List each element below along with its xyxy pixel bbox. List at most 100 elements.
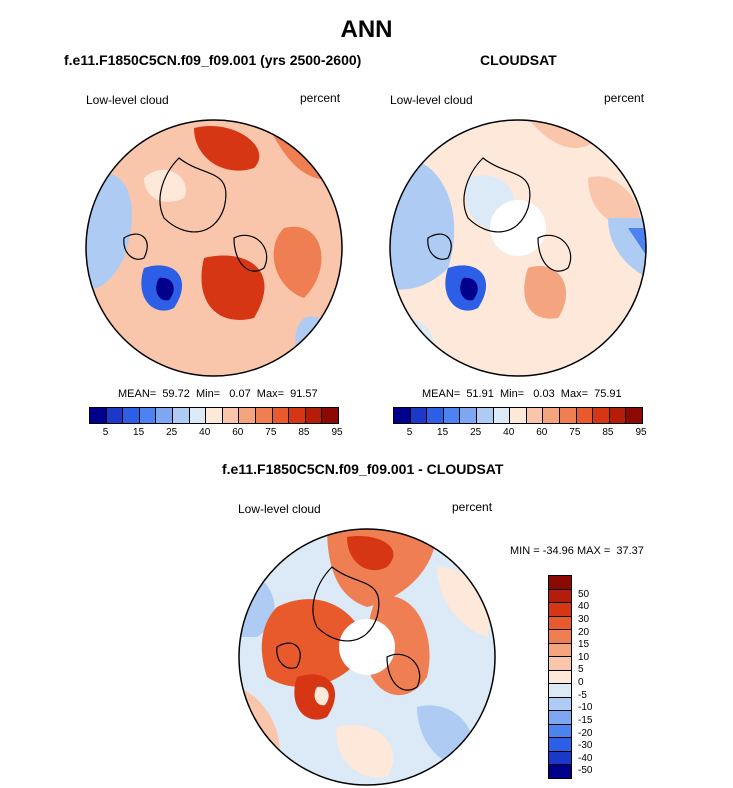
colorbar-tick-label: -5	[578, 689, 587, 701]
colorbar-tick-label: 95	[635, 427, 647, 438]
colorbar-swatch	[549, 697, 571, 712]
colorbar-tick-label: 40	[578, 601, 590, 613]
panel3-polar-map	[238, 528, 496, 786]
panel3-units-label: percent	[452, 500, 493, 514]
panel3-variable-label: Low-level cloud	[238, 502, 321, 516]
colorbar-tick-label: 75	[265, 427, 277, 438]
colorbar-swatch	[526, 408, 544, 423]
panel2-colorbar: 5 15 25 40 60 75 85 95	[393, 407, 647, 438]
colorbar-tick-label: 75	[569, 427, 581, 438]
colorbar-swatch	[559, 408, 577, 423]
colorbar-swatch	[549, 603, 571, 617]
colorbar-swatch	[549, 616, 571, 631]
colorbar-tick-label: 30	[578, 613, 590, 625]
colorbar-swatch	[90, 408, 107, 423]
colorbar-tick-label: -20	[578, 727, 593, 739]
colorbar-tick-label: 0	[578, 677, 584, 688]
colorbar-tick-label: 60	[536, 427, 548, 438]
panel2-polar-map	[389, 119, 647, 377]
panel1-variable-label: Low-level cloud	[86, 93, 169, 107]
colorbar-swatch	[510, 408, 527, 423]
colorbar-tick-label: 5	[102, 427, 109, 438]
colorbar-swatch	[549, 576, 571, 590]
panel3-title: f.e11.F1850C5CN.f09_f09.001 - CLOUDSAT	[222, 461, 504, 477]
panel2-units-label: percent	[604, 91, 645, 105]
colorbar-swatch	[305, 408, 323, 423]
panel3-stats: MIN = -34.96 MAX = 37.37	[510, 545, 644, 557]
colorbar-tick-label: 60	[232, 427, 244, 438]
colorbar-tick-label: 15	[437, 427, 449, 438]
colorbar-swatch	[206, 408, 223, 423]
panel1-colorbar-strip	[89, 407, 339, 424]
colorbar-swatch	[549, 670, 571, 685]
colorbar-swatch	[549, 630, 571, 644]
colorbar-swatch	[106, 408, 124, 423]
panel1-title: f.e11.F1850C5CN.f09_f09.001 (yrs 2500-26…	[64, 52, 362, 68]
colorbar-tick-label: 95	[331, 427, 343, 438]
colorbar-swatch	[156, 408, 173, 423]
colorbar-tick-label: -50	[578, 765, 593, 777]
panel1-polar-map	[85, 119, 343, 377]
colorbar-swatch	[549, 724, 571, 739]
colorbar-swatch	[549, 751, 571, 766]
colorbar-swatch	[609, 408, 627, 423]
colorbar-swatch	[549, 684, 571, 698]
colorbar-swatch	[626, 408, 642, 423]
colorbar-swatch	[543, 408, 560, 423]
colorbar-swatch	[410, 408, 428, 423]
panel1-units-label: percent	[300, 91, 341, 105]
colorbar-tick-label: 15	[133, 427, 145, 438]
colorbar-swatch	[139, 408, 157, 423]
colorbar-swatch	[322, 408, 338, 423]
colorbar-tick-label: 10	[578, 651, 590, 663]
colorbar-swatch	[172, 408, 190, 423]
colorbar-swatch	[123, 408, 140, 423]
colorbar-tick-label: 15	[578, 639, 590, 651]
colorbar-tick-label: 85	[298, 427, 310, 438]
colorbar-tick-label: 50	[578, 588, 590, 600]
colorbar-swatch	[255, 408, 273, 423]
figure-title: ANN	[340, 16, 393, 43]
colorbar-swatch	[427, 408, 444, 423]
panel1-stats: MEAN= 59.72 Min= 0.07 Max= 91.57	[118, 388, 318, 400]
colorbar-tick-label: 25	[166, 427, 178, 438]
panel3-colorbar-ticks: 50 40 30 20 15 10 5 0 -5 -10 -15 -20 -30 -40 -50	[578, 575, 618, 779]
colorbar-swatch	[222, 408, 240, 423]
colorbar-swatch	[476, 408, 494, 423]
colorbar-tick-label: 40	[503, 427, 515, 438]
colorbar-tick-label: 5	[406, 427, 413, 438]
colorbar-swatch	[272, 408, 290, 423]
colorbar-tick-label: 40	[199, 427, 211, 438]
colorbar-swatch	[239, 408, 256, 423]
colorbar-tick-label: 20	[578, 626, 590, 638]
colorbar-swatch	[460, 408, 477, 423]
colorbar-tick-label: -40	[578, 752, 593, 764]
colorbar-swatch	[549, 711, 571, 725]
colorbar-swatch	[549, 657, 571, 671]
colorbar-tick-label: -30	[578, 740, 593, 752]
colorbar-tick-label: -15	[578, 714, 593, 726]
colorbar-tick-label: 25	[470, 427, 482, 438]
colorbar-swatch	[576, 408, 594, 423]
colorbar-tick-label: -10	[578, 702, 593, 714]
colorbar-swatch	[549, 765, 571, 778]
panel1-colorbar: 5 15 25 40 60 75 85 95	[89, 407, 343, 438]
panel2-stats: MEAN= 51.91 Min= 0.03 Max= 75.91	[422, 388, 622, 400]
colorbar-swatch	[443, 408, 461, 423]
colorbar-swatch	[189, 408, 207, 423]
panel2-colorbar-ticks: 5 15 25 40 60 75 85 95	[393, 424, 647, 438]
colorbar-swatch	[493, 408, 511, 423]
colorbar-swatch	[549, 738, 571, 752]
panel3-colorbar	[548, 575, 572, 779]
colorbar-swatch	[289, 408, 306, 423]
colorbar-tick-label: 5	[578, 664, 584, 676]
colorbar-swatch	[549, 589, 571, 604]
colorbar-swatch	[394, 408, 411, 423]
colorbar-swatch	[593, 408, 610, 423]
panel2-colorbar-strip	[393, 407, 643, 424]
panel2-variable-label: Low-level cloud	[390, 93, 473, 107]
panel2-title: CLOUDSAT	[480, 52, 557, 68]
colorbar-tick-label: 85	[602, 427, 614, 438]
colorbar-swatch	[549, 643, 571, 658]
panel1-colorbar-ticks: 5 15 25 40 60 75 85 95	[89, 424, 343, 438]
